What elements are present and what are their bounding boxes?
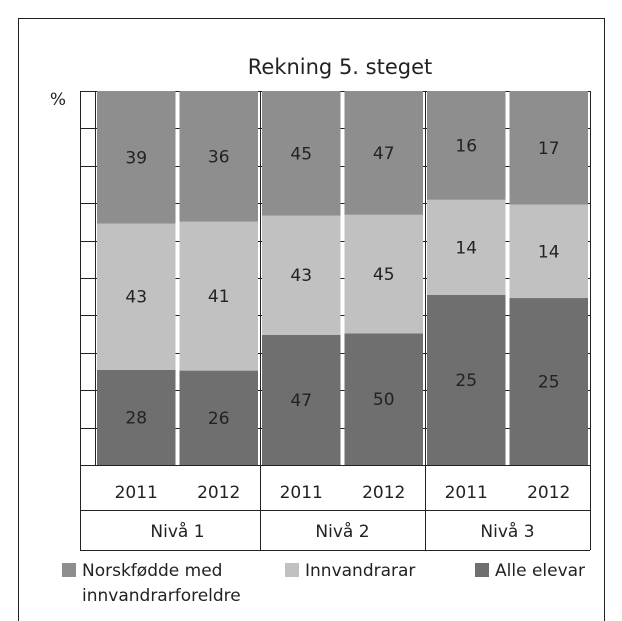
bar-segment xyxy=(344,91,423,215)
data-label: 43 xyxy=(290,266,312,286)
bar-segment xyxy=(97,91,176,224)
bar-segment xyxy=(509,298,588,465)
x-tick-label: 2011 xyxy=(280,483,323,503)
data-label: 45 xyxy=(373,265,395,285)
x-tick-label: 2011 xyxy=(445,483,488,503)
chart-title: Rekning 5. steget xyxy=(248,55,432,79)
frame xyxy=(18,18,605,621)
legend-label: Innvandrarar xyxy=(305,561,416,581)
legend-swatch xyxy=(475,563,489,577)
legend-item: Innvandrarar xyxy=(305,561,416,581)
data-label: 14 xyxy=(538,242,560,262)
bar-segment xyxy=(427,295,506,465)
data-label: 47 xyxy=(290,391,312,411)
bar-segment xyxy=(179,221,258,371)
data-label: 50 xyxy=(373,390,395,410)
x-tick-label: 2011 xyxy=(115,483,158,503)
group-label: Nivå 1 xyxy=(150,521,204,542)
bar-segment xyxy=(509,204,588,299)
bar-segment xyxy=(262,91,341,216)
x-tick-label: 2012 xyxy=(527,483,570,503)
data-label: 17 xyxy=(538,139,560,159)
data-label: 28 xyxy=(125,408,147,428)
bar-segment xyxy=(179,370,258,465)
data-label: 26 xyxy=(208,409,230,429)
group-label: Nivå 2 xyxy=(315,521,369,542)
bar-segment xyxy=(97,369,176,465)
legend-item: Alle elevar xyxy=(495,561,586,581)
data-label: 25 xyxy=(538,373,560,393)
data-label: 45 xyxy=(290,144,312,164)
bar-segment xyxy=(179,91,258,222)
data-label: 41 xyxy=(208,287,230,307)
x-tick-label: 2012 xyxy=(362,483,405,503)
data-label: 14 xyxy=(455,238,477,258)
legend-item: Norskfødde med innvandrarforeldre xyxy=(82,561,241,606)
bar-segment xyxy=(262,334,341,465)
bar-segment xyxy=(344,214,423,334)
data-label: 47 xyxy=(373,144,395,164)
bar-segment xyxy=(344,333,423,465)
legend-label: Norskfødde med innvandrarforeldre xyxy=(82,561,241,606)
data-label: 25 xyxy=(455,371,477,391)
data-label: 16 xyxy=(455,136,477,156)
data-label: 39 xyxy=(125,148,147,168)
group-label: Nivå 3 xyxy=(480,521,534,542)
data-label: 43 xyxy=(125,288,147,308)
bar-segment xyxy=(427,199,506,295)
legend-swatch xyxy=(62,563,76,577)
x-tick-label: 2012 xyxy=(197,483,240,503)
bar-segment xyxy=(427,91,506,200)
legend-swatch xyxy=(285,563,299,577)
bar-segment xyxy=(262,215,341,335)
data-label: 36 xyxy=(208,147,230,167)
bar-segment xyxy=(97,223,176,370)
legend-label: Alle elevar xyxy=(495,561,586,581)
y-axis-label: % xyxy=(50,90,66,110)
bar-segment xyxy=(509,91,588,205)
